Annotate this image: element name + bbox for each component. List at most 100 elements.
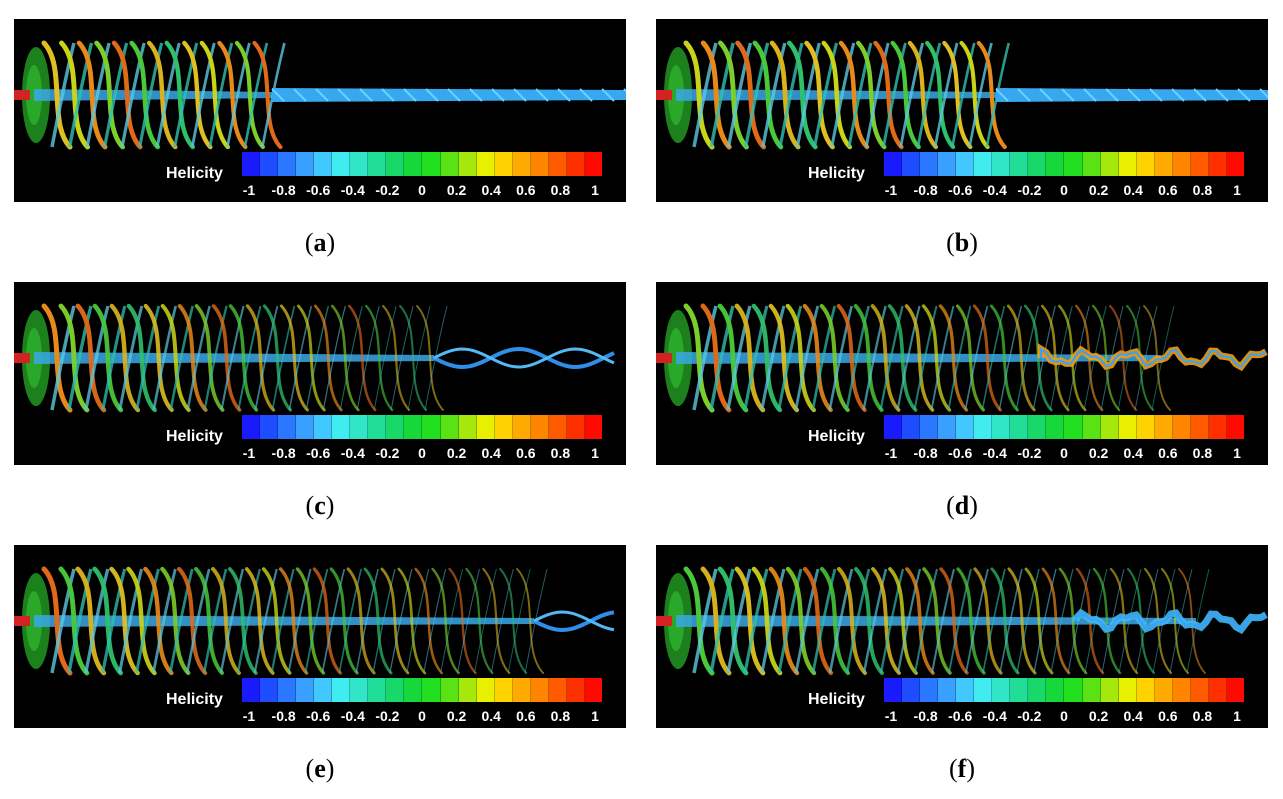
colorbar-swatch [1100,415,1119,439]
colorbar-swatch [1064,152,1083,176]
colorbar-swatch [1172,678,1191,702]
colorbar-swatch [1100,152,1119,176]
colorbar-swatch [476,415,495,439]
colorbar-swatch [566,152,585,176]
colorbar-ticks: -1 -0.8 -0.6 -0.4 -0.2 0 0.2 0.4 0.6 0.8 1 [884,708,1244,726]
colorbar-swatch [1136,678,1155,702]
colorbar-swatch [404,415,423,439]
colorbar-swatch [386,152,405,176]
colorbar-tick-label: -0.4 [340,182,365,198]
colorbar-tick-label: 0.6 [1158,445,1178,461]
colorbar-tick-label: 1 [591,182,599,198]
colorbar-swatch [1172,415,1191,439]
colorbar-tick-label: -0.8 [271,445,296,461]
colorbar-swatch [1172,152,1191,176]
colorbar-tick-label: -0.6 [306,182,331,198]
colorbar-tick-label: -0.8 [913,182,938,198]
colorbar-tick-label: 1 [1233,708,1241,724]
colorbar-tick-label: 0 [418,182,426,198]
vortex-visualization [656,566,1268,676]
colorbar-swatch [974,415,993,439]
colorbar-tick-label: -1 [884,182,898,198]
colorbar-swatch [242,415,261,439]
colorbar-swatch [314,678,333,702]
colorbar-swatch [1208,678,1227,702]
vortex-visualization [14,566,615,676]
colorbar-ticks: -1 -0.8 -0.6 -0.4 -0.2 0 0.2 0.4 0.6 0.8 1 [884,182,1244,200]
colorbar-swatch [494,152,513,176]
colorbar-swatch [584,415,602,439]
colorbar-swatch [368,152,387,176]
colorbar-swatch [368,678,387,702]
panel-e: Helicity -1 -0.8 -0.6 -0.4 -0.2 0 0.2 0.4 0.6 0.8… [14,545,626,728]
colorbar-tick-label: -0.6 [948,182,973,198]
panel-c: Helicity -1 -0.8 -0.6 -0.4 -0.2 0 0.2 0.4 0.6 0.8… [14,282,626,465]
colorbar-swatch [902,152,921,176]
colorbar-ticks: -1 -0.8 -0.6 -0.4 -0.2 0 0.2 0.4 0.6 0.8 1 [242,182,602,200]
caption-b: (b) [946,228,978,257]
colorbar-tick-label: 0.4 [1123,182,1143,198]
colorbar-swatch [1010,678,1029,702]
colorbar-swatch [1064,678,1083,702]
colorbar-tick-label: -0.2 [1017,445,1042,461]
colorbar-swatch [1226,152,1244,176]
colorbar-tick-label: 0.2 [446,708,467,724]
colorbar-swatch [296,152,315,176]
colorbar-tick-label: 0.8 [550,182,571,198]
colorbar-tick-label: 0.8 [550,708,571,724]
colorbar-swatch [332,152,351,176]
colorbar-swatch [422,415,441,439]
colorbar-swatch [350,678,369,702]
colorbar-tick-label: 0.2 [446,182,467,198]
colorbar-title: Helicity [166,691,223,708]
colorbar-swatch [530,415,549,439]
colorbar-swatch [920,152,939,176]
caption-a: (a) [304,228,336,257]
colorbar-swatch [548,152,567,176]
colorbar-swatch [1208,415,1227,439]
colorbar-swatch [938,415,957,439]
colorbar-swatch [902,678,921,702]
colorbar-swatch [458,415,477,439]
colorbar-tick-label: 0.4 [481,708,501,724]
colorbar-swatch [1118,415,1137,439]
colorbar-swatch [404,678,423,702]
panel-d: Helicity -1 -0.8 -0.6 -0.4 -0.2 0 0.2 0.4 0.6 0.8… [656,282,1268,465]
vortex-visualization [14,40,626,150]
colorbar-swatch [938,678,957,702]
colorbar-tick-label: 0.6 [1158,182,1178,198]
colorbar-swatch [956,415,975,439]
colorbar-swatch [260,415,279,439]
colorbar-swatch [1208,152,1227,176]
colorbar-tick-label: 0 [1060,182,1068,198]
colorbar-swatch [566,415,585,439]
colorbar-swatch [548,678,567,702]
colorbar [884,678,1244,702]
colorbar-swatch [956,678,975,702]
colorbar-swatch [494,415,513,439]
colorbar-swatch [884,152,903,176]
colorbar-ticks: -1 -0.8 -0.6 -0.4 -0.2 0 0.2 0.4 0.6 0.8 1 [242,708,602,726]
colorbar-tick-label: -0.4 [340,445,365,461]
colorbar-tick-label: -1 [242,445,256,461]
colorbar-swatch [458,678,477,702]
colorbar-tick-label: -0.6 [306,445,331,461]
colorbar-swatch [1118,152,1137,176]
colorbar-swatch [1100,678,1119,702]
colorbar-tick-label: -1 [884,708,898,724]
colorbar-swatch [350,415,369,439]
colorbar-swatch [476,152,495,176]
colorbar-tick-label: -0.2 [375,445,400,461]
panel-f: Helicity -1 -0.8 -0.6 -0.4 -0.2 0 0.2 0.4 0.6 0.8… [656,545,1268,728]
colorbar-swatch [992,678,1011,702]
colorbar-swatch [974,152,993,176]
colorbar-swatch [260,152,279,176]
colorbar-swatch [440,415,459,439]
colorbar-swatch [278,415,297,439]
colorbar-tick-label: 0.8 [1192,708,1213,724]
colorbar-tick-label: -0.6 [948,445,973,461]
caption-f: (f) [948,754,975,783]
colorbar-swatch [440,678,459,702]
colorbar-tick-label: 0.2 [1088,708,1109,724]
colorbar-swatch [530,678,549,702]
